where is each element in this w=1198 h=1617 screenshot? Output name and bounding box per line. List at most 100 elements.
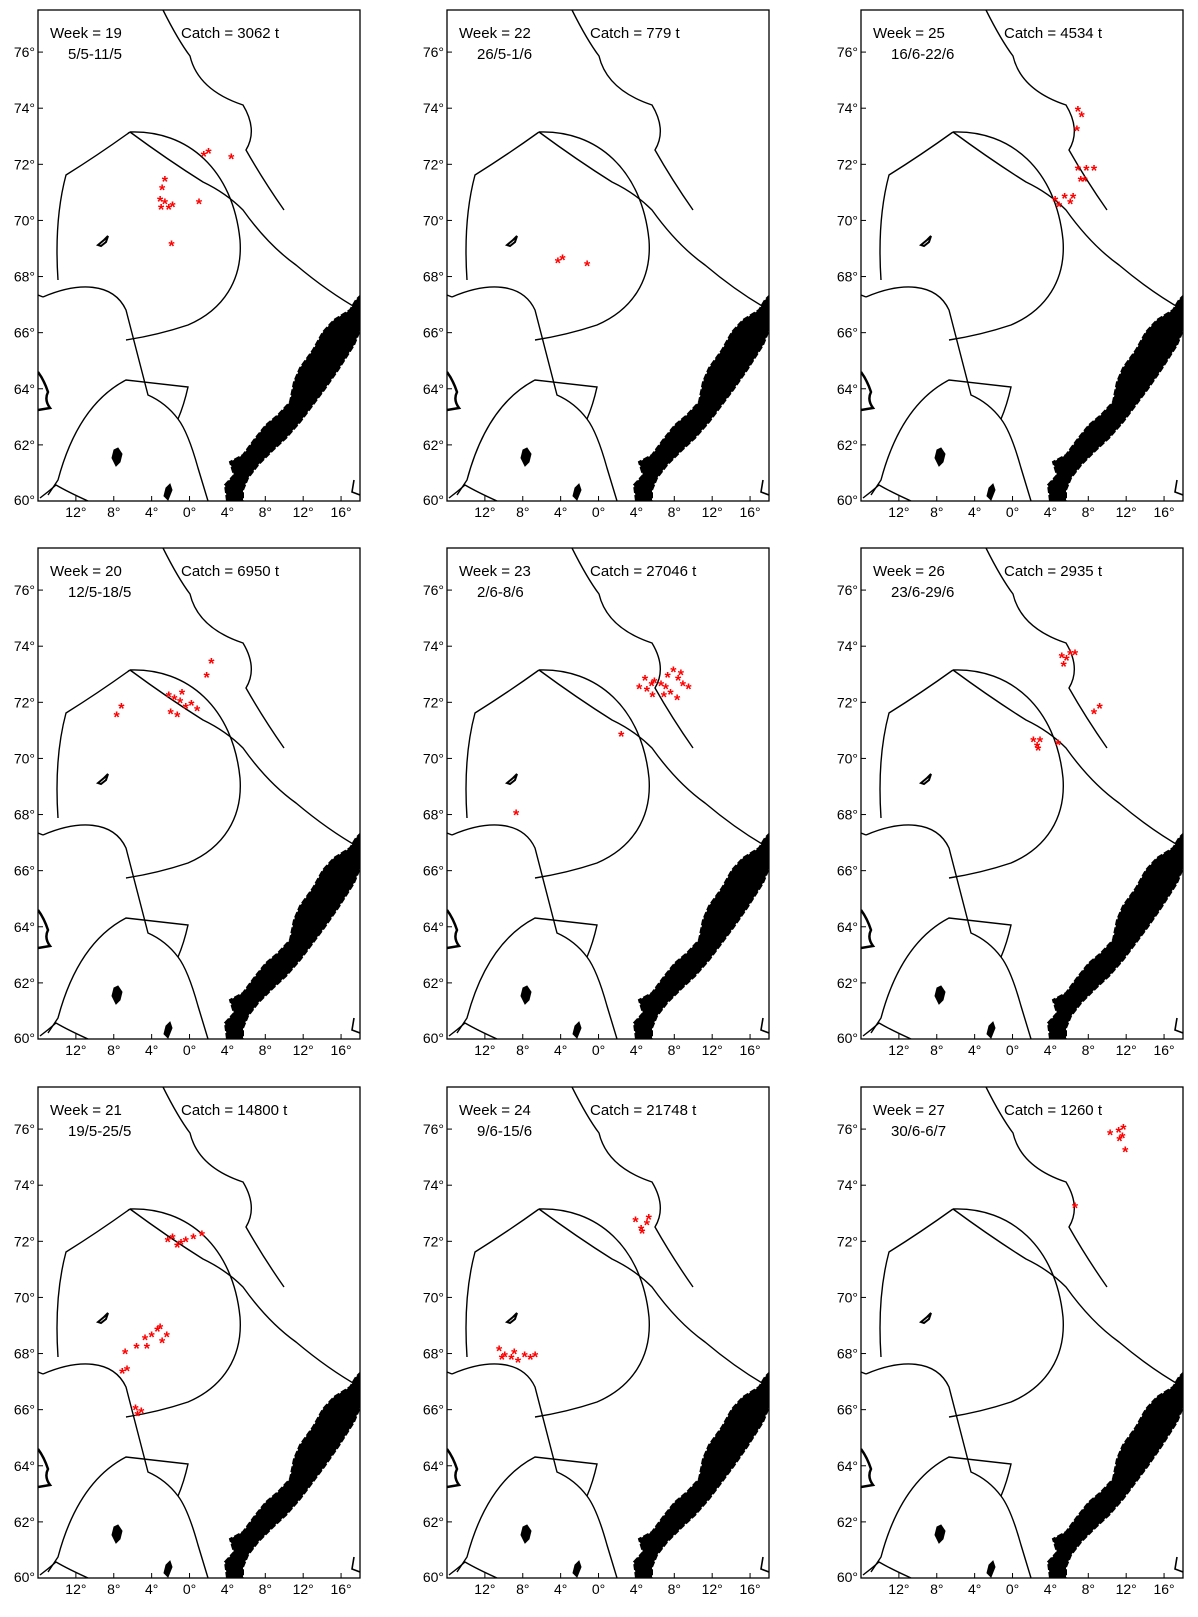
- zone-boundary-line: [162, 548, 285, 749]
- catch-point-marker: *: [134, 1408, 141, 1425]
- lon-tick-label: 4°: [630, 1042, 643, 1058]
- zone-boundary-line: [879, 1208, 954, 1358]
- zone-boundary-line: [47, 917, 189, 1034]
- zone-boundary-line: [39, 1022, 89, 1039]
- lat-tick-label: 74°: [837, 1177, 858, 1193]
- lat-tick-label: 74°: [14, 1177, 35, 1193]
- shetland-islands: [986, 1560, 996, 1578]
- lon-tick-label: 16°: [1153, 1042, 1174, 1058]
- lat-tick-label: 76°: [423, 44, 444, 60]
- date-range-label: 5/5-11/5: [68, 46, 122, 63]
- lat-tick-label: 64°: [837, 1458, 858, 1474]
- lat-tick-label: 68°: [837, 269, 858, 285]
- lon-tick-label: 4°: [554, 1581, 567, 1597]
- zone-boundary-line: [879, 131, 954, 281]
- catch-total-label: Catch = 6950 t: [181, 563, 280, 580]
- lat-tick-label: 70°: [14, 750, 35, 766]
- zone-boundary-line: [456, 1456, 598, 1573]
- lat-tick-label: 72°: [423, 156, 444, 172]
- catch-point-marker: *: [119, 1366, 126, 1383]
- zone-boundary-line: [870, 1456, 1012, 1573]
- jan-mayen-island: [504, 235, 518, 248]
- lon-tick-label: 16°: [739, 504, 760, 520]
- lon-tick-label: 4°: [1044, 504, 1057, 520]
- catch-point-marker: *: [167, 707, 174, 724]
- catch-point-marker: *: [162, 197, 169, 214]
- catch-point-marker: *: [1052, 194, 1059, 211]
- lat-tick-label: 70°: [837, 212, 858, 228]
- date-range-label: 26/5-1/6: [477, 46, 532, 63]
- jan-mayen-island: [95, 1312, 109, 1325]
- zone-boundary-line: [465, 669, 540, 819]
- zone-boundary-line: [865, 1363, 1032, 1578]
- iceland-coast: [861, 1448, 876, 1489]
- catch-point-marker: *: [1034, 740, 1041, 757]
- shetland-islands: [163, 483, 173, 501]
- zone-boundary-line: [985, 1087, 1108, 1288]
- catch-point-marker: *: [1079, 110, 1086, 127]
- lat-tick-label: 76°: [837, 44, 858, 60]
- catch-point-marker: *: [502, 1349, 509, 1366]
- lat-tick-label: 70°: [423, 212, 444, 228]
- lon-tick-label: 8°: [107, 504, 120, 520]
- catch-point-marker: *: [199, 1229, 206, 1246]
- map-frame: [446, 9, 770, 502]
- catch-point-marker: *: [1062, 191, 1069, 208]
- catch-point-marker: *: [205, 146, 212, 163]
- lon-tick-label: 12°: [293, 1581, 314, 1597]
- shetland-islands: [572, 1021, 582, 1039]
- lon-tick-label: 8°: [1082, 504, 1095, 520]
- catch-point-marker: *: [168, 239, 175, 256]
- iceland-coast: [447, 1448, 462, 1489]
- lat-tick-label: 72°: [14, 156, 35, 172]
- lat-tick-label: 60°: [837, 1569, 858, 1585]
- catch-point-marker: *: [1116, 1133, 1123, 1150]
- map-frame: [37, 9, 361, 502]
- lon-tick-label: 12°: [1116, 1042, 1137, 1058]
- shetland-islands: [572, 1560, 582, 1578]
- lon-tick-label: 4°: [1044, 1042, 1057, 1058]
- week-label: Week = 22: [459, 25, 531, 42]
- map-panel: *************60°62°64°66°68°70°72°74°76°…: [14, 547, 361, 1058]
- zone-boundary-line: [861, 1371, 867, 1375]
- zone-boundary-line: [870, 917, 1012, 1034]
- week-label: Week = 27: [873, 1102, 945, 1119]
- lon-tick-label: 0°: [1006, 1042, 1019, 1058]
- sweden-coast-fragment: [1174, 1556, 1183, 1573]
- lat-tick-label: 66°: [423, 1402, 444, 1418]
- catch-total-label: Catch = 14800 t: [181, 1102, 288, 1119]
- lat-tick-label: 76°: [423, 582, 444, 598]
- lon-tick-label: 16°: [330, 1581, 351, 1597]
- map-panel: ** *60°62°64°66°68°70°72°74°76°12° 8° 4° 0° 4…: [423, 9, 770, 520]
- norway-coast: [1046, 1371, 1183, 1578]
- zone-boundary-line: [985, 10, 1108, 211]
- map-frame: [37, 547, 361, 1040]
- lon-tick-label: 0°: [592, 1581, 605, 1597]
- catch-point-marker: *: [499, 1352, 506, 1369]
- lat-tick-label: 74°: [837, 638, 858, 654]
- catch-point-marker: *: [164, 1330, 171, 1347]
- lon-tick-label: 8°: [259, 1042, 272, 1058]
- lat-tick-label: 68°: [14, 1346, 35, 1362]
- jan-mayen-island: [95, 235, 109, 248]
- lon-tick-label: 8°: [668, 1042, 681, 1058]
- catch-point-marker: *: [166, 202, 173, 219]
- faroe-islands: [934, 1524, 946, 1544]
- catch-point-marker: *: [1115, 1125, 1122, 1142]
- lat-tick-label: 62°: [423, 975, 444, 991]
- catch-point-marker: *: [228, 152, 235, 169]
- map-frame: [860, 9, 1184, 502]
- zone-boundary-line: [861, 294, 867, 298]
- lat-tick-label: 62°: [14, 437, 35, 453]
- catch-point-marker: *: [178, 1237, 185, 1254]
- zone-boundary-line: [870, 379, 1012, 496]
- catch-point-marker: *: [208, 656, 215, 673]
- norway-coast: [632, 832, 769, 1039]
- shetland-islands: [163, 1021, 173, 1039]
- lat-tick-label: 72°: [837, 1233, 858, 1249]
- catch-point-marker: *: [675, 673, 682, 690]
- catch-point-marker: *: [658, 678, 665, 695]
- catch-point-marker: *: [203, 670, 210, 687]
- iceland-coast: [38, 371, 53, 412]
- circle-zone-boundary: [948, 669, 1064, 879]
